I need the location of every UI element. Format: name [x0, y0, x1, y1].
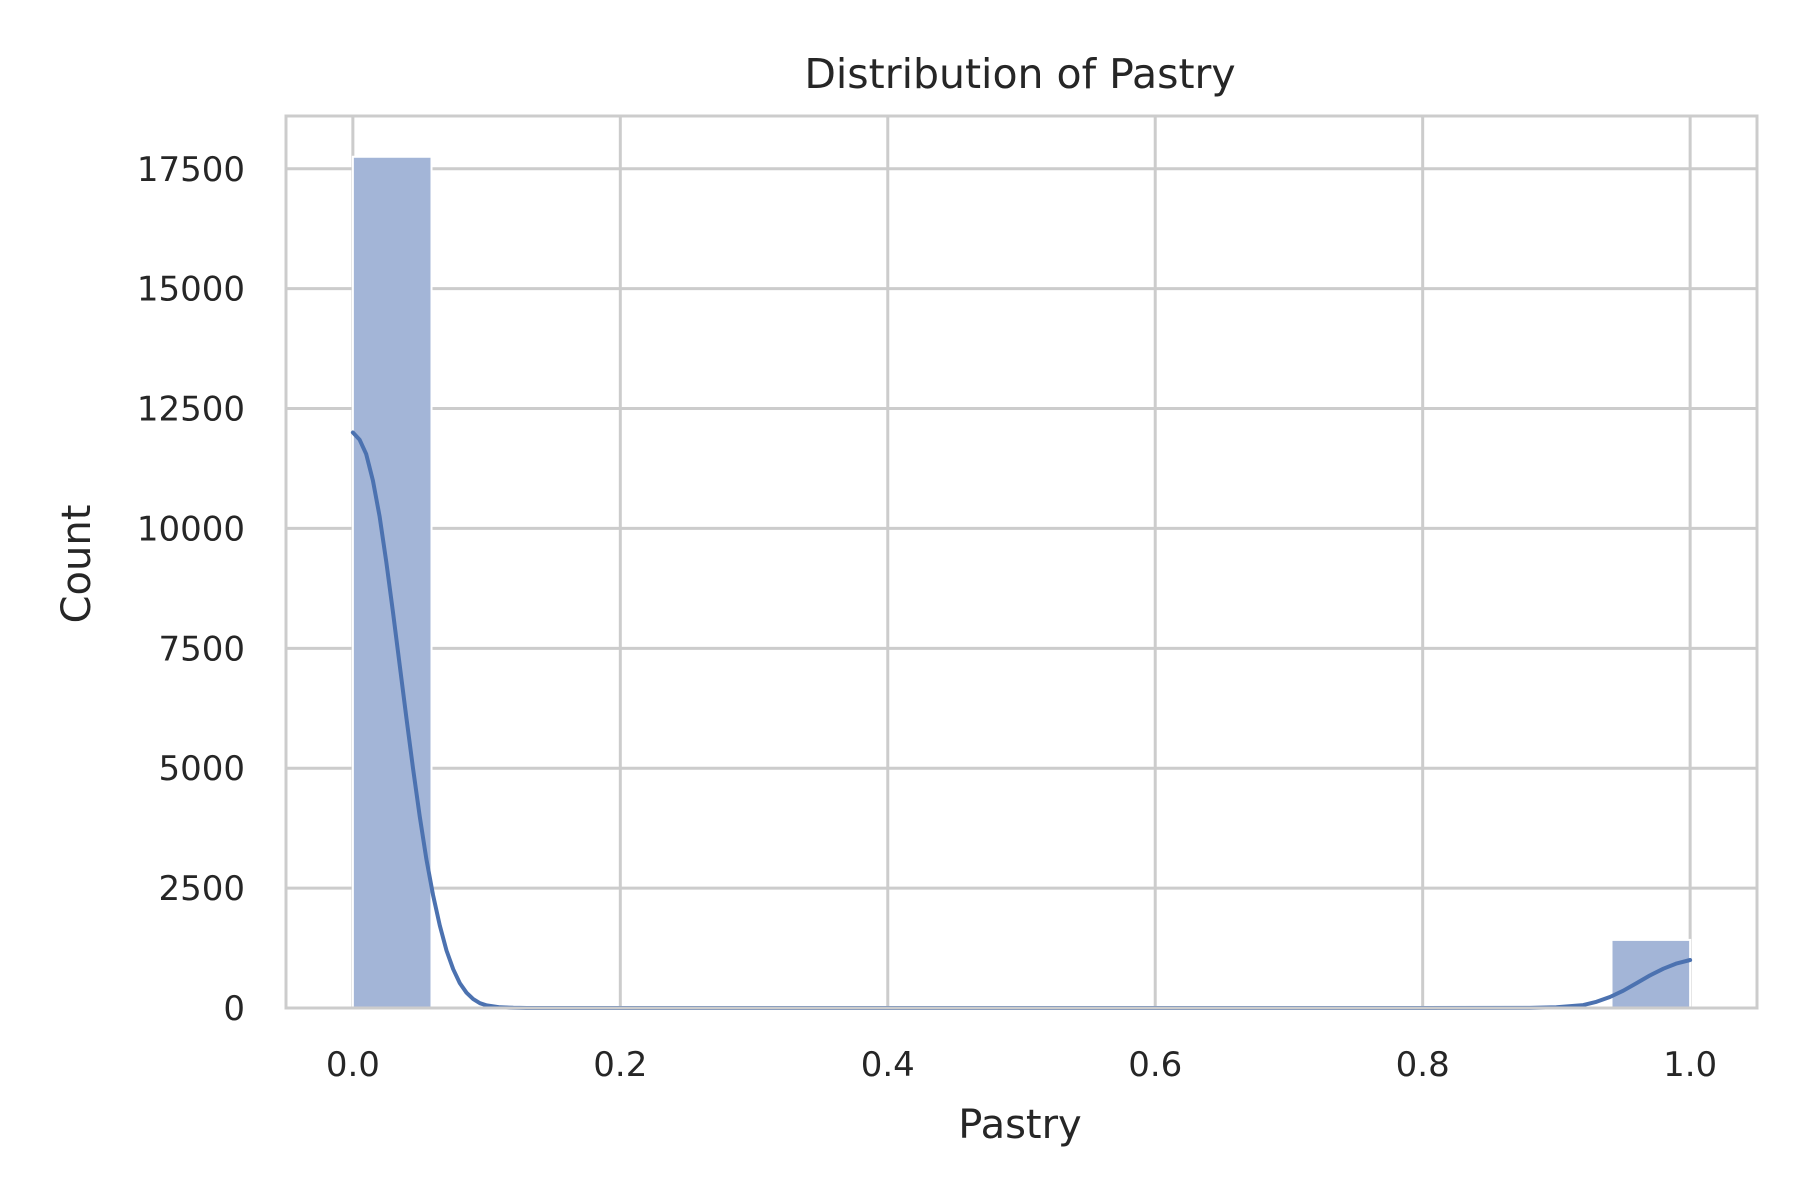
x-tick-labels: 0.0 0.2 0.4 0.6 0.8 1.0: [326, 1045, 1717, 1085]
x-tick-label: 0.2: [593, 1045, 647, 1085]
y-tick-label: 2500: [158, 869, 245, 909]
y-tick-labels: 0 2500 5000 7500 10000 12500 15000 17500: [137, 150, 245, 1029]
grid-lines: [286, 116, 1757, 1010]
histogram-bars: [351, 155, 1692, 1010]
x-axis-title: Pastry: [958, 1102, 1081, 1148]
histogram-bar: [351, 155, 433, 1010]
x-tick-label: 1.0: [1663, 1045, 1717, 1085]
y-axis-title: Count: [54, 505, 100, 624]
x-tick-label: 0.4: [861, 1045, 915, 1085]
y-tick-label: 7500: [158, 629, 245, 669]
y-tick-label: 5000: [158, 749, 245, 789]
x-tick-label: 0.0: [326, 1045, 380, 1085]
y-tick-label: 17500: [137, 150, 245, 190]
plot-frame: [284, 114, 1759, 1010]
kde-curve: [350, 430, 1693, 1010]
chart-title: Distribution of Pastry: [804, 50, 1235, 98]
y-tick-label: 15000: [137, 270, 245, 310]
y-tick-label: 0: [223, 989, 245, 1029]
x-tick-label: 0.8: [1396, 1045, 1450, 1085]
x-tick-label: 0.6: [1128, 1045, 1182, 1085]
y-tick-label: 12500: [137, 390, 245, 430]
y-tick-label: 10000: [137, 509, 245, 549]
